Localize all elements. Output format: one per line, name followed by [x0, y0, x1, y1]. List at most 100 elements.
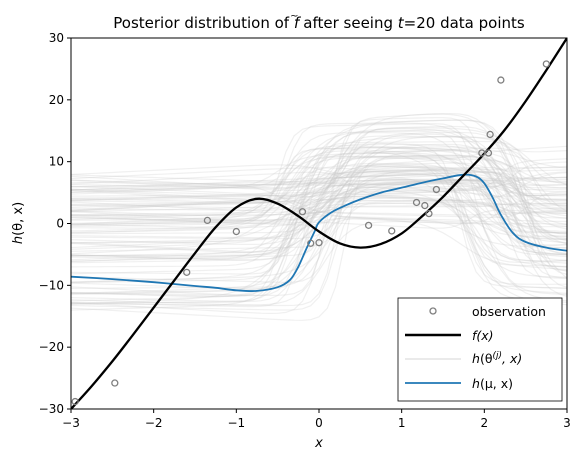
observation-point [484, 149, 493, 157]
posterior-sample-line [71, 176, 567, 194]
posterior-sample-line [71, 145, 567, 258]
posterior-sample-line [71, 169, 567, 261]
posterior-sample-line [71, 162, 567, 219]
posterior-sample-line [71, 135, 567, 297]
posterior-sample-line [71, 173, 567, 263]
posterior-sample-line [71, 155, 567, 275]
legend-samples-args: (θ [480, 351, 493, 366]
posterior-sample-line [71, 155, 567, 213]
legend-mean-label: h(μ, x) [472, 376, 513, 391]
posterior-sample-line [71, 163, 567, 302]
posterior-sample-line [71, 194, 567, 256]
title-middle: after seeing [299, 14, 398, 32]
posterior-sample-line [71, 177, 567, 197]
posterior-sample-line [71, 180, 567, 256]
x-tick-label: 2 [481, 416, 489, 430]
posterior-sample-line [71, 183, 567, 268]
posterior-sample-line [71, 192, 567, 303]
posterior-sample-line [71, 199, 567, 232]
posterior-sample-line [71, 210, 567, 297]
y-axis-label-args: (θ, x) [11, 202, 26, 236]
observation-point [315, 239, 323, 247]
legend-observation-label: observation [472, 304, 546, 319]
y-tick-label: −10 [39, 278, 64, 292]
observation-point [486, 130, 494, 139]
title-var: t [398, 14, 405, 32]
posterior-sample-line [71, 169, 567, 228]
posterior-sample-line [71, 147, 567, 195]
posterior-sample-line [71, 158, 567, 195]
title-symbol: f [294, 14, 302, 32]
posterior-sample-line [71, 179, 567, 283]
posterior-sample-line [71, 154, 567, 230]
posterior-sample-line [71, 174, 567, 240]
posterior-sample-line [71, 152, 567, 305]
posterior-sample-line [71, 195, 567, 261]
x-axis-ticks: −3 −2 −1 0 1 2 3 [62, 409, 571, 430]
posterior-sample-line [71, 143, 567, 285]
posterior-sample-line [71, 122, 567, 255]
observation-point [203, 216, 212, 225]
observation-point [232, 227, 240, 236]
posterior-sample-line [71, 221, 567, 306]
posterior-sample-line [71, 132, 567, 241]
posterior-sample-line [71, 203, 567, 304]
posterior-sample-line [71, 190, 567, 271]
observation-point [71, 397, 79, 406]
chart-title: Posterior distribution of f~ after seein… [113, 11, 525, 32]
legend-mean-fn: h [472, 376, 480, 391]
legend-samples-fn: h [472, 351, 480, 366]
posterior-sample-line [71, 164, 567, 247]
posterior-sample-line [71, 123, 567, 224]
x-tick-label: 1 [398, 416, 406, 430]
y-tick-label: 20 [49, 93, 64, 107]
posterior-sample-line [71, 205, 567, 272]
posterior-sample-line [71, 112, 567, 212]
posterior-sample-line [71, 172, 567, 216]
posterior-sample-line [71, 178, 567, 233]
posterior-sample-line [71, 199, 567, 235]
observation-point [425, 209, 433, 218]
observation-point [388, 227, 396, 235]
legend-samples-end: , x) [502, 351, 522, 366]
y-tick-label: 10 [49, 155, 64, 169]
observation-point [497, 76, 505, 84]
posterior-sample-line [71, 176, 567, 278]
observation-point [307, 239, 315, 247]
posterior-sample-line [71, 216, 567, 240]
x-tick-label: −1 [227, 416, 245, 430]
observation-point [183, 268, 191, 276]
posterior-sample-line [71, 181, 567, 298]
legend-samples-sup: (j) [492, 351, 502, 361]
title-prefix: Posterior distribution of [113, 14, 294, 32]
y-tick-label: 30 [49, 31, 64, 45]
posterior-sample-line [71, 128, 567, 211]
x-tick-label: −2 [145, 416, 163, 430]
x-tick-label: −3 [62, 416, 80, 430]
posterior-sample-line [71, 142, 567, 297]
posterior-sample-line [71, 170, 567, 239]
posterior-sample-line [71, 179, 567, 295]
posterior-sample-line [71, 170, 567, 256]
observation-point [432, 185, 441, 194]
posterior-sample-line [71, 147, 567, 294]
posterior-sample-line [71, 136, 567, 284]
posterior-sample-line [71, 196, 567, 302]
posterior-sample-line [71, 197, 567, 294]
legend-mean-args: (μ, x) [480, 376, 513, 391]
posterior-sample-line [71, 146, 567, 302]
y-axis-label: h(θ, x) [11, 202, 26, 244]
x-tick-label: 3 [563, 416, 571, 430]
posterior-sample-line [71, 157, 567, 254]
posterior-sample-line [71, 174, 567, 296]
posterior-sample-line [71, 186, 567, 268]
y-axis-ticks: −30 −20 −10 0 10 20 30 [39, 31, 71, 416]
legend-true-fn-label: f(x) [472, 328, 494, 343]
posterior-sample-line [71, 165, 567, 289]
title-suffix: =20 data points [404, 14, 525, 32]
posterior-sample-line [71, 166, 567, 255]
posterior-sample-line [71, 179, 567, 219]
observation-point [421, 201, 429, 210]
posterior-sample-line [71, 166, 567, 209]
observation-point [298, 208, 307, 216]
